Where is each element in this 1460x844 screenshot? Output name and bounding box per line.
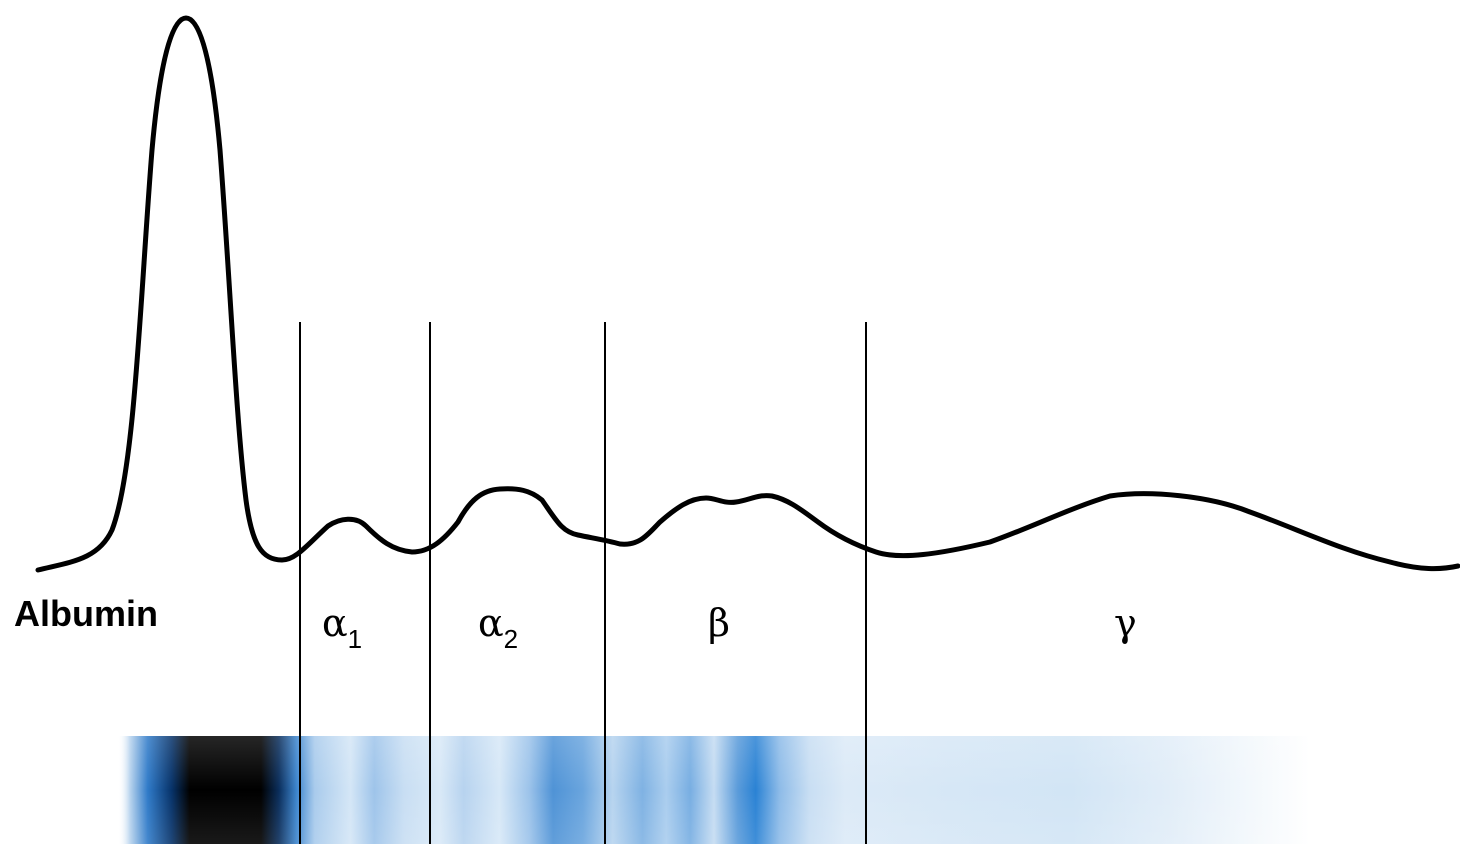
label-albumin: Albumin	[14, 593, 158, 634]
label-gamma: γ	[1114, 601, 1137, 645]
label-alpha1-symbol: α	[322, 601, 348, 645]
label-beta: β	[708, 601, 730, 645]
label-alpha1-subscript: 1	[348, 624, 362, 654]
densitometry-curve	[35, 15, 1460, 573]
label-alpha1: α1	[322, 601, 362, 654]
label-alpha2-symbol: α	[478, 601, 504, 645]
label-alpha2: α2	[478, 601, 518, 654]
fraction-dividers	[299, 322, 867, 844]
fraction-labels: Albumin α1 α2 β γ	[14, 593, 1137, 654]
label-alpha2-subscript: 2	[504, 624, 518, 654]
gel-strip	[118, 736, 1310, 844]
gel-strip-fade	[118, 736, 1310, 844]
